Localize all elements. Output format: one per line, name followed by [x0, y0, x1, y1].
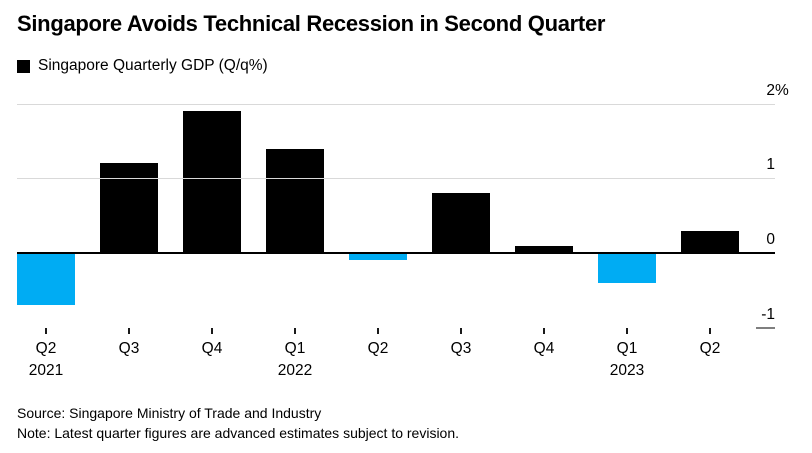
x-axis-tick — [211, 328, 213, 334]
y-axis-label-0: 0 — [766, 232, 775, 248]
x-axis-label-q2-2022: Q2 — [367, 340, 389, 357]
year-label-2021: 2021 — [28, 362, 64, 379]
x-axis-tick — [626, 328, 628, 334]
x-axis-tick — [45, 328, 47, 334]
y-axis-label-value: 2 — [766, 81, 775, 99]
x-axis-label-q1-2022: Q1 — [284, 340, 306, 357]
chart-bar-q2-2021 — [17, 253, 75, 306]
x-axis-label-q3-2021: Q3 — [118, 340, 140, 357]
x-axis-tick — [543, 328, 545, 334]
x-axis-tick — [294, 328, 296, 334]
chart-bar-q3-2022 — [432, 193, 490, 253]
x-axis-tick — [460, 328, 462, 334]
y-axis-label-value: 0 — [766, 231, 775, 248]
legend: Singapore Quarterly GDP (Q/q%) — [17, 57, 268, 75]
source-note: Source: Singapore Ministry of Trade and … — [17, 405, 322, 421]
chart-bar-q2-2023 — [681, 230, 739, 253]
chart-bar-q2-2022 — [349, 253, 407, 261]
x-axis-tick — [709, 328, 711, 334]
y-axis-label-2: 2% — [766, 81, 788, 99]
y-axis-label-value: -1 — [761, 305, 775, 323]
gridline-1 — [17, 178, 775, 180]
zero-axis-line — [17, 252, 775, 254]
x-axis-label-q2-2023: Q2 — [699, 340, 721, 357]
x-axis-tick — [128, 328, 130, 334]
revision-note: Note: Latest quarter figures are advance… — [17, 425, 460, 441]
footer: Source: Singapore Ministry of Trade and … — [17, 403, 459, 443]
page-title: Singapore Avoids Technical Recession in … — [17, 11, 606, 36]
chart-bar-q3-2021 — [100, 163, 158, 253]
y-axis-label-1: 1 — [766, 157, 775, 173]
year-label-2022: 2022 — [277, 362, 313, 379]
x-axis-label-q1-2023: Q1 — [616, 340, 638, 357]
gridline-2 — [17, 103, 775, 105]
chart-bar-q4-2021 — [183, 111, 241, 253]
x-axis-label-q4-2022: Q4 — [533, 340, 555, 357]
x-axis-label-q4-2021: Q4 — [201, 340, 223, 357]
y-axis-label-value: 1 — [766, 156, 775, 174]
legend-swatch-icon — [17, 59, 30, 73]
year-label-2023: 2023 — [609, 362, 645, 379]
x-axis-label-q2-2021: Q2 — [35, 340, 57, 357]
x-axis-tick — [377, 328, 379, 334]
x-axis-label-q3-2022: Q3 — [450, 340, 472, 357]
chart-bar-q4-2022 — [515, 245, 573, 253]
chart-bar-q1-2022 — [266, 148, 324, 253]
chart-bar-q1-2023 — [598, 253, 656, 283]
minus-one-dash-tick — [756, 326, 775, 329]
y-axis-label--1: -1 — [761, 305, 775, 323]
y-axis-unit-suffix: % — [775, 81, 789, 99]
legend-label: Singapore Quarterly GDP (Q/q%) — [38, 57, 268, 74]
